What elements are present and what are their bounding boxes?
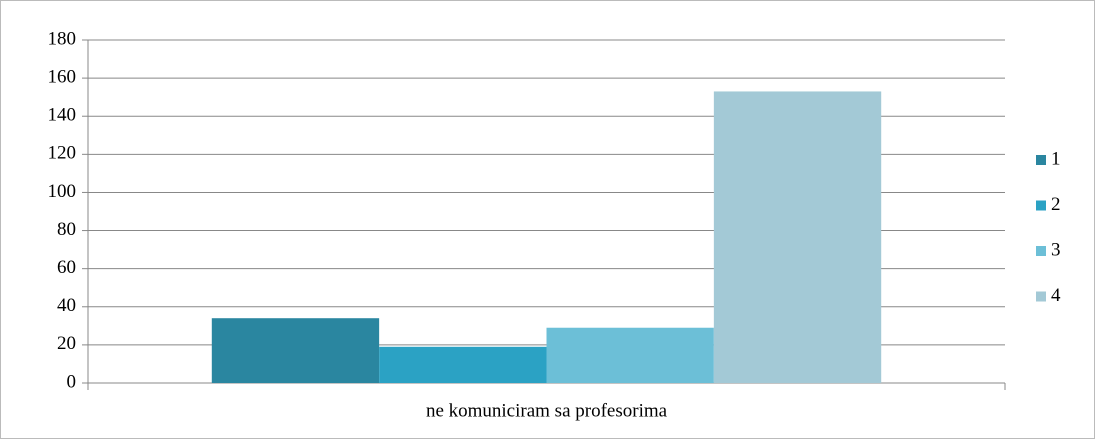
y-tick-label: 180	[48, 28, 77, 49]
y-tick-label: 80	[57, 219, 76, 240]
y-tick-label: 100	[48, 181, 77, 202]
legend-swatch	[1036, 246, 1046, 256]
legend-swatch	[1036, 291, 1046, 302]
bar	[211, 318, 380, 383]
legend-swatch	[1036, 155, 1046, 165]
y-tick-label: 140	[48, 105, 77, 126]
legend-label: 3	[1051, 239, 1061, 260]
y-tick-label: 60	[57, 257, 76, 278]
y-tick-label: 160	[48, 66, 77, 87]
bar	[713, 91, 882, 383]
x-tick-label: ne komuniciram sa profesorima	[426, 400, 668, 421]
bar	[379, 346, 547, 383]
legend-label: 2	[1051, 194, 1061, 215]
y-tick-label: 0	[67, 371, 77, 392]
legend-swatch	[1036, 200, 1046, 211]
bar	[546, 327, 714, 383]
legend-label: 4	[1051, 285, 1061, 306]
legend-label: 1	[1051, 148, 1061, 169]
y-tick-label: 40	[57, 295, 76, 316]
y-tick-label: 20	[57, 333, 76, 354]
y-tick-label: 120	[48, 143, 77, 164]
